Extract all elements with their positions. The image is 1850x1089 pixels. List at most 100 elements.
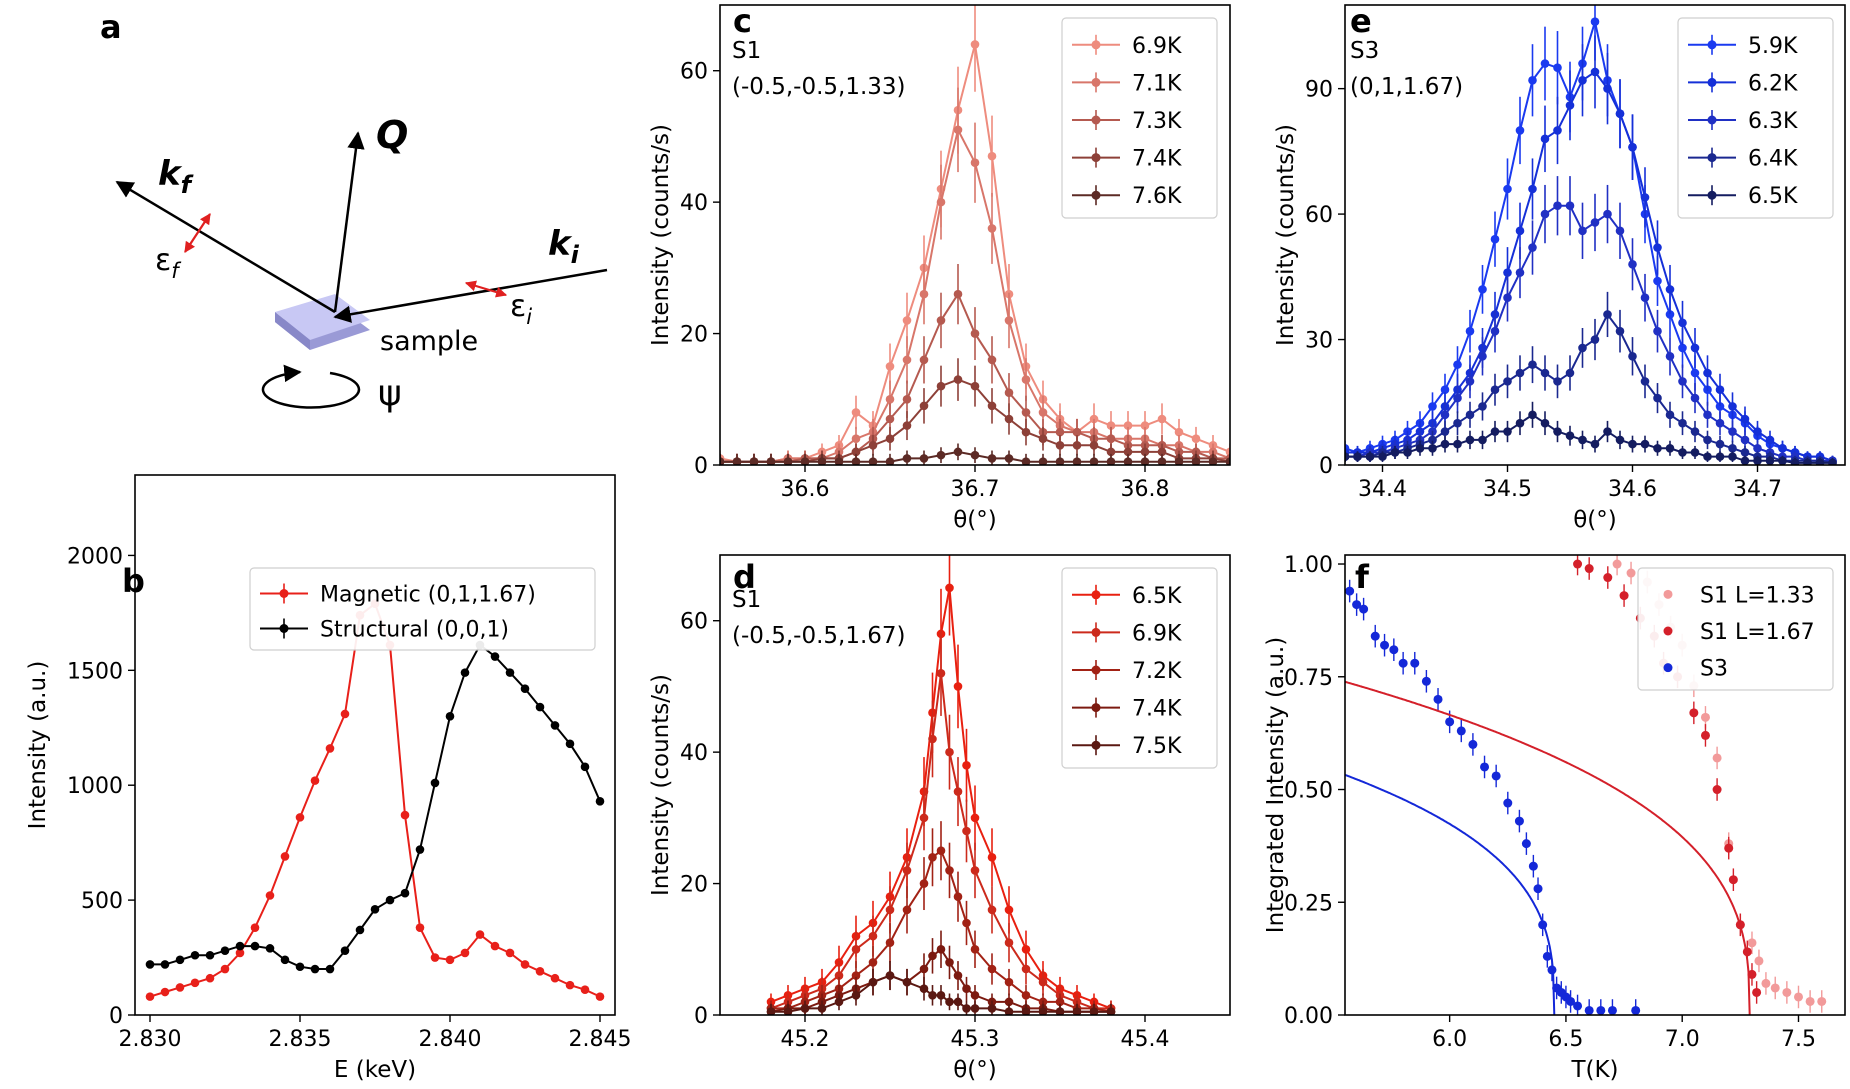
q-arrow: [333, 131, 365, 313]
data-point: [1004, 414, 1014, 424]
data-point: [987, 852, 997, 862]
data-point: [1565, 431, 1575, 441]
data-point: [1004, 1007, 1014, 1015]
legend-box: [1637, 567, 1834, 691]
data-point: [1573, 559, 1583, 569]
series-b-1: [145, 640, 605, 974]
data-point: [970, 866, 980, 875]
data-point: [800, 457, 810, 465]
data-point: [851, 944, 861, 954]
plot-area-e: [1345, 5, 1837, 465]
data-point: [1740, 414, 1750, 424]
data-point: [928, 852, 937, 862]
data-point: [1004, 977, 1014, 987]
data-point: [235, 941, 245, 951]
data-point: [1089, 457, 1099, 465]
data-point: [1740, 448, 1750, 457]
data-point: [1553, 377, 1562, 386]
data-point: [1528, 75, 1537, 85]
data-point: [1765, 456, 1775, 465]
y-tick-label: 0.50: [1284, 779, 1333, 804]
data-point: [565, 739, 575, 749]
y-tick-label: 0: [109, 1004, 123, 1029]
data-point: [962, 760, 971, 770]
x-tick-label: 6.0: [1432, 1027, 1467, 1052]
data-point: [385, 895, 395, 905]
data-point: [1765, 435, 1775, 445]
data-point: [902, 454, 912, 463]
data-point: [1521, 839, 1531, 849]
data-point: [1515, 368, 1525, 378]
legend-swatch-marker: [1707, 153, 1717, 163]
panel-letter-e: e: [1350, 2, 1372, 40]
data-point: [936, 990, 946, 1000]
legend-box: [249, 567, 596, 651]
plot-area-f: [1345, 555, 1827, 1015]
data-point: [962, 984, 971, 994]
data-point: [1106, 421, 1116, 430]
data-point: [902, 866, 912, 875]
data-point: [902, 421, 912, 430]
x-tick-label: 6.5: [1548, 1027, 1583, 1052]
data-point: [1653, 326, 1662, 336]
data-point: [1478, 435, 1487, 445]
data-point: [783, 1007, 793, 1015]
series-e-4: [1345, 401, 1837, 465]
data-point: [1480, 762, 1490, 772]
data-point: [1553, 427, 1562, 436]
data-point: [885, 457, 895, 465]
data-point: [1004, 905, 1014, 915]
data-point: [1503, 427, 1512, 436]
data-point: [1778, 456, 1787, 465]
data-point: [550, 973, 560, 983]
data-point: [1533, 884, 1543, 894]
plot-area-d: [766, 555, 1116, 1015]
data-point: [1021, 1007, 1031, 1015]
legend-entry: 7.4K: [1132, 147, 1182, 172]
data-point: [1728, 452, 1737, 461]
series-e-2: [1345, 176, 1837, 465]
data-point: [868, 931, 878, 941]
data-point: [987, 224, 997, 233]
data-point: [1703, 368, 1712, 378]
data-point: [1590, 439, 1600, 449]
data-point: [400, 810, 410, 820]
x-tick-label: 7.5: [1781, 1027, 1816, 1052]
data-point: [834, 457, 844, 465]
legend-swatch-marker: [1091, 590, 1101, 600]
data-point: [1817, 996, 1827, 1006]
data-point: [1770, 983, 1780, 993]
data-point: [490, 652, 500, 661]
data-point: [936, 944, 946, 954]
panel-annotation: S3: [1350, 38, 1379, 64]
data-point: [1703, 452, 1712, 461]
data-point: [885, 938, 895, 948]
data-point: [936, 450, 946, 460]
data-point: [1089, 440, 1099, 450]
data-point: [885, 394, 895, 404]
data-point: [885, 905, 895, 915]
data-point: [1665, 443, 1675, 453]
data-point: [1690, 343, 1700, 353]
data-point: [1700, 730, 1710, 740]
data-point: [1465, 435, 1475, 445]
series-line: [1345, 204, 1833, 462]
series-f-2: [1345, 579, 1641, 1015]
y-axis-label: Intensity (a.u.): [25, 661, 51, 830]
legend-entry: Magnetic (0,1,1.67): [320, 583, 536, 608]
x-tick-label: 36.7: [951, 477, 1000, 502]
data-point: [1208, 457, 1218, 465]
legend-c: 6.9K 7.1K 7.3K 7.4K 7.6K: [1061, 17, 1218, 219]
data-point: [1553, 126, 1562, 135]
x-tick-label: 2.830: [119, 1027, 182, 1052]
data-point: [1440, 410, 1450, 420]
data-point: [310, 776, 320, 785]
data-point: [280, 955, 290, 965]
data-point: [1596, 1005, 1606, 1015]
data-point: [1553, 201, 1562, 211]
data-point: [945, 747, 954, 757]
legend-d: 6.5K 6.9K 7.2K 7.4K 7.5K: [1061, 567, 1218, 769]
series-line: [150, 643, 601, 970]
data-point: [1004, 997, 1014, 1007]
